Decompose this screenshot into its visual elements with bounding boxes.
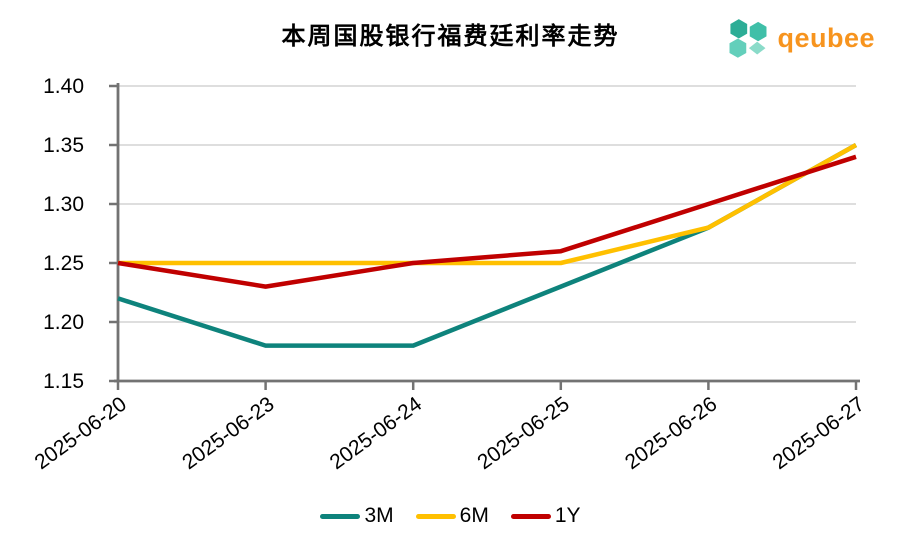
y-axis-labels: 1.15 1.20 1.25 1.30 1.35 1.40 bbox=[43, 75, 84, 393]
series-line-3M bbox=[117, 143, 858, 348]
qeubee-cubes-icon bbox=[729, 19, 767, 58]
legend-item-6M: 6M bbox=[415, 504, 489, 528]
x-tick-label: 2025-06-27 bbox=[769, 392, 869, 474]
y-tick-label: 1.20 bbox=[43, 311, 84, 334]
legend-swatch-1Y bbox=[510, 513, 551, 519]
qeubee-logo-text: qeubee bbox=[777, 22, 875, 53]
x-tick-label: 2025-06-20 bbox=[31, 392, 131, 474]
x-tick-label: 2025-06-24 bbox=[326, 392, 427, 474]
series-line-1Y bbox=[117, 154, 857, 289]
x-tick-label: 2025-06-23 bbox=[178, 392, 278, 474]
y-tick-label: 1.30 bbox=[43, 193, 84, 216]
legend-swatch-6M bbox=[415, 513, 456, 519]
y-tick-label: 1.40 bbox=[43, 75, 84, 98]
legend-label-1Y: 1Y bbox=[554, 504, 581, 527]
chart-legend: 3M 6M 1Y bbox=[0, 504, 901, 528]
legend-label-3M: 3M bbox=[364, 504, 394, 527]
chart-title: 本周国股银行福费廷利率走势 bbox=[281, 23, 620, 50]
y-tick-label: 1.25 bbox=[43, 252, 84, 275]
x-tick-label: 2025-06-25 bbox=[473, 392, 573, 474]
legend-item-3M: 3M bbox=[320, 504, 394, 528]
qeubee-logo: qeubee bbox=[725, 16, 875, 60]
gridlines bbox=[118, 85, 856, 323]
y-tick-label: 1.15 bbox=[43, 370, 84, 393]
legend-swatch-3M bbox=[320, 513, 361, 519]
y-tick-label: 1.35 bbox=[43, 134, 84, 157]
x-axis-labels: 2025-06-20 2025-06-23 2025-06-24 2025-06-25… bbox=[31, 392, 869, 474]
series-line-6M bbox=[118, 143, 858, 266]
x-tick-label: 2025-06-26 bbox=[621, 392, 721, 474]
axes bbox=[109, 83, 860, 390]
legend-item-1Y: 1Y bbox=[510, 504, 581, 528]
legend-label-6M: 6M bbox=[459, 504, 489, 527]
